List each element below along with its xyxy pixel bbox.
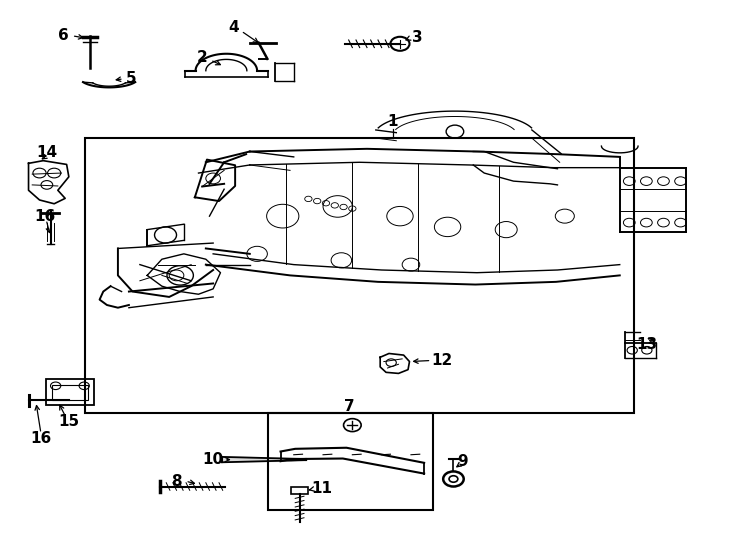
- Text: 14: 14: [36, 145, 57, 160]
- Bar: [85, 138, 634, 413]
- Bar: [52, 385, 88, 400]
- Text: 12: 12: [431, 353, 452, 368]
- Text: 1: 1: [388, 114, 398, 130]
- Text: 11: 11: [311, 481, 332, 496]
- Text: 2: 2: [197, 50, 208, 65]
- Text: 4: 4: [228, 20, 239, 35]
- Bar: [291, 487, 308, 494]
- Bar: [268, 413, 433, 510]
- Text: 8: 8: [171, 474, 182, 489]
- Text: 16: 16: [30, 430, 51, 445]
- Text: 15: 15: [58, 414, 79, 429]
- Text: 13: 13: [636, 337, 658, 352]
- Bar: [46, 379, 94, 404]
- Polygon shape: [222, 457, 306, 462]
- Text: 9: 9: [457, 454, 468, 469]
- Text: 10: 10: [203, 452, 224, 467]
- Text: 16: 16: [34, 208, 55, 224]
- Text: 3: 3: [412, 30, 422, 45]
- Text: 6: 6: [57, 28, 68, 43]
- Text: 7: 7: [344, 399, 355, 414]
- Text: 5: 5: [126, 71, 137, 86]
